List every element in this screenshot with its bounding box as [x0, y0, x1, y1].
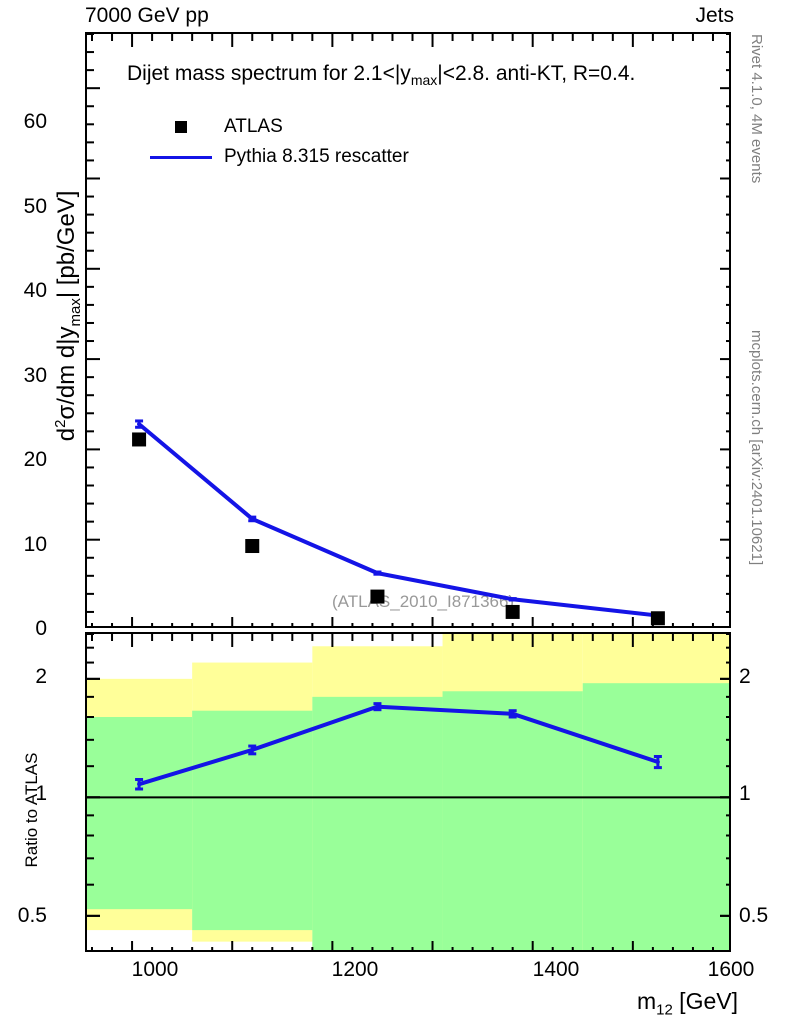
- ylabel-sigma: σ/dm d|y: [53, 326, 81, 420]
- uncertainty-band-green: [582, 683, 729, 950]
- ratio-ytick-1-right: 1: [739, 782, 751, 805]
- ratio-ytick-2-left: 2: [35, 665, 47, 688]
- main-ytick-30: 30: [23, 364, 47, 387]
- legend-entry-pythia: Pythia 8.315 rescatter: [142, 142, 409, 172]
- main-ytick-20: 20: [23, 448, 47, 471]
- main-plot-panel: Dijet mass spectrum for 2.1<|ymax|<2.8. …: [85, 32, 731, 628]
- mcplots-source-caption: mcplots.cern.ch [arXiv:2401.10621]: [748, 330, 765, 566]
- uncertainty-band-green: [442, 691, 583, 950]
- data-marker: [505, 604, 520, 619]
- ratio-plot-panel: [85, 632, 731, 952]
- plot-title-tail: |<2.8. anti-KT, R=0.4.: [437, 62, 636, 85]
- uncertainty-band-green: [312, 696, 443, 950]
- legend-label-pythia: Pythia 8.315 rescatter: [224, 146, 409, 167]
- ratio-ytick-1-left: 1: [35, 782, 47, 805]
- ylabel-exponent: 2: [52, 419, 70, 428]
- xlabel-m: m: [636, 988, 657, 1014]
- main-ytick-60: 60: [23, 110, 47, 133]
- ratio-ytick-05-right: 0.5: [739, 904, 769, 927]
- xlabel-sub: 12: [656, 1001, 673, 1019]
- xtick-1400: 1400: [532, 958, 580, 981]
- plot-title-head: Dijet mass spectrum for 2.1<|y: [127, 62, 411, 85]
- ratio-y-axis-title: Ratio to ATLAS: [22, 752, 41, 868]
- ratio-ytick-2-right: 2: [739, 665, 751, 688]
- data-marker: [132, 432, 147, 447]
- legend-marker-line-icon: [142, 155, 220, 159]
- header-beam-label: 7000 GeV pp: [85, 4, 209, 27]
- uncertainty-band-green: [87, 717, 193, 910]
- main-y-axis-title: d2σ/dm d|ymax| [pb/GeV]: [52, 136, 84, 496]
- ratio-ytick-05-left: 0.5: [17, 904, 47, 927]
- legend-label-atlas: ATLAS: [224, 116, 283, 137]
- legend-marker-square-icon: [142, 121, 220, 133]
- legend: ATLAS Pythia 8.315 rescatter: [142, 112, 409, 172]
- ylabel-max-sub: max: [66, 298, 84, 327]
- xtick-1600: 1600: [707, 958, 755, 981]
- x-axis-title: m12 [GeV]: [637, 988, 738, 1019]
- uncertainty-band-green: [192, 710, 313, 931]
- main-ytick-50: 50: [23, 195, 47, 218]
- data-marker: [650, 611, 665, 626]
- plot-title-sub: max: [410, 72, 438, 89]
- xtick-1000: 1000: [131, 958, 179, 981]
- main-ytick-10: 10: [23, 533, 47, 556]
- main-ytick-40: 40: [23, 279, 47, 302]
- xtick-1200: 1200: [331, 958, 379, 981]
- main-plot-canvas: [87, 34, 729, 626]
- main-ytick-0: 0: [35, 617, 47, 640]
- ratio-plot-canvas: [87, 634, 729, 950]
- ylabel-units: | [pb/GeV]: [53, 190, 81, 299]
- header-analysis-label: Jets: [695, 4, 734, 27]
- legend-entry-atlas: ATLAS: [142, 112, 409, 142]
- xlabel-units: [GeV]: [672, 988, 738, 1014]
- plot-title: Dijet mass spectrum for 2.1<|ymax|<2.8. …: [127, 62, 635, 88]
- data-marker: [370, 589, 385, 604]
- rivet-version-caption: Rivet 4.1.0, 4M events: [748, 34, 765, 184]
- ylabel-d: d: [53, 427, 81, 442]
- data-marker: [245, 539, 260, 554]
